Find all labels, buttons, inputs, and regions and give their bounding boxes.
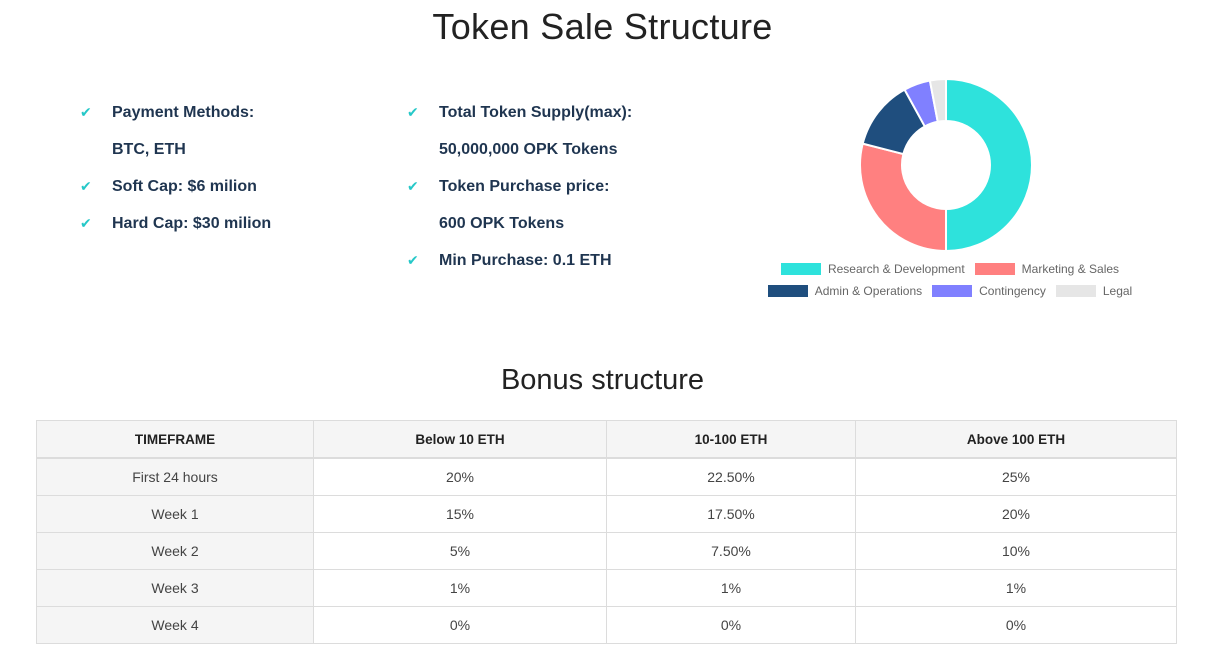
timeframe-cell: First 24 hours (36, 457, 314, 496)
table-row: Week 2 5% 7.50% 10% (36, 532, 1177, 570)
info-item: ✔ Token Purchase price: (407, 168, 632, 205)
bonus-cell: 7.50% (606, 532, 856, 570)
bonus-cell: 1% (606, 569, 856, 607)
info-item-text: Token Purchase price: (439, 178, 610, 195)
info-item: ✔ Payment Methods: (80, 94, 271, 131)
info-item: ✔ Hard Cap: $30 milion (80, 205, 271, 242)
info-item-text: BTC, ETH (112, 141, 186, 158)
table-header-cell: TIMEFRAME (36, 420, 314, 459)
checkmark-icon: ✔ (407, 252, 419, 268)
info-item: BTC, ETH (80, 131, 271, 168)
legend-item[interactable]: Contingency (932, 284, 1046, 298)
bonus-cell: 25% (855, 457, 1177, 496)
info-item: 50,000,000 OPK Tokens (407, 131, 632, 168)
info-item: ✔ Soft Cap: $6 milion (80, 168, 271, 205)
bonus-cell: 0% (313, 606, 607, 644)
legend-item[interactable]: Marketing & Sales (974, 262, 1120, 276)
bonus-cell: 5% (313, 532, 607, 570)
sale-info-left: ✔ Payment Methods: BTC, ETH ✔ Soft Cap: $6 m… (80, 94, 271, 242)
info-item-text: Min Purchase: 0.1 ETH (439, 252, 612, 269)
legend-swatch (767, 285, 808, 297)
table-row: Week 1 15% 17.50% 20% (36, 495, 1177, 533)
table-row: First 24 hours 20% 22.50% 25% (36, 457, 1177, 496)
checkmark-icon: ✔ (80, 178, 92, 194)
info-item: ✔ Min Purchase: 0.1 ETH (407, 242, 632, 279)
legend-swatch (1055, 285, 1096, 297)
bonus-cell: 20% (855, 495, 1177, 533)
legend-swatch (932, 285, 973, 297)
legend-label: Legal (1102, 284, 1133, 298)
legend-swatch (780, 263, 821, 275)
checkmark-icon: ✔ (407, 104, 419, 120)
bonus-cell: 17.50% (606, 495, 856, 533)
donut-slice[interactable] (859, 142, 947, 253)
info-item-text: 50,000,000 OPK Tokens (439, 141, 618, 158)
bonus-structure-title: Bonus structure (500, 364, 705, 396)
bonus-cell: 22.50% (606, 457, 856, 496)
table-row: Week 3 1% 1% 1% (36, 569, 1177, 607)
legend-label: Admin & Operations (814, 284, 923, 298)
info-item-text: Soft Cap: $6 milion (112, 178, 257, 195)
legend-label: Research & Development (827, 262, 965, 276)
bonus-cell: 10% (855, 532, 1177, 570)
table-header-cell: Below 10 ETH (313, 420, 607, 459)
chart-legend: Research & Development Marketing & Sales … (740, 258, 1160, 302)
legend-swatch (974, 263, 1015, 275)
info-item-text: Hard Cap: $30 milion (112, 215, 272, 232)
bonus-cell: 0% (606, 606, 856, 644)
legend-label: Marketing & Sales (1021, 262, 1120, 276)
donut-slice[interactable] (928, 77, 947, 123)
legend-item[interactable]: Legal (1055, 284, 1133, 298)
checkmark-icon: ✔ (80, 104, 92, 120)
info-item: ✔ Total Token Supply(max): (407, 94, 632, 131)
info-item: 600 OPK Tokens (407, 205, 632, 242)
timeframe-cell: Week 2 (36, 532, 314, 570)
info-item-text: Total Token Supply(max): (439, 104, 633, 121)
bonus-table: TIMEFRAME Below 10 ETH 10-100 ETH Above 100… (36, 420, 1177, 644)
table-row: Week 4 0% 0% 0% (36, 606, 1177, 644)
bonus-cell: 15% (313, 495, 607, 533)
timeframe-cell: Week 4 (36, 606, 314, 644)
legend-label: Contingency (979, 284, 1046, 298)
page-title: Token Sale Structure (432, 6, 773, 47)
timeframe-cell: Week 1 (36, 495, 314, 533)
timeframe-cell: Week 3 (36, 569, 314, 607)
checkmark-icon: ✔ (80, 215, 92, 231)
info-item-text: 600 OPK Tokens (439, 215, 565, 232)
table-header-cell: 10-100 ETH (606, 420, 856, 459)
bonus-cell: 1% (313, 569, 607, 607)
donut-slice[interactable] (945, 77, 1033, 253)
bonus-cell: 0% (855, 606, 1177, 644)
sale-info-right: ✔ Total Token Supply(max): 50,000,000 OPK … (407, 94, 632, 279)
legend-item[interactable]: Research & Development (780, 262, 965, 276)
table-header-cell: Above 100 ETH (855, 420, 1177, 459)
bonus-cell: 1% (855, 569, 1177, 607)
legend-item[interactable]: Admin & Operations (767, 284, 923, 298)
checkmark-icon: ✔ (407, 178, 419, 194)
bonus-cell: 20% (313, 457, 607, 496)
allocation-donut-chart (859, 77, 1033, 253)
info-item-text: Payment Methods: (112, 104, 255, 121)
